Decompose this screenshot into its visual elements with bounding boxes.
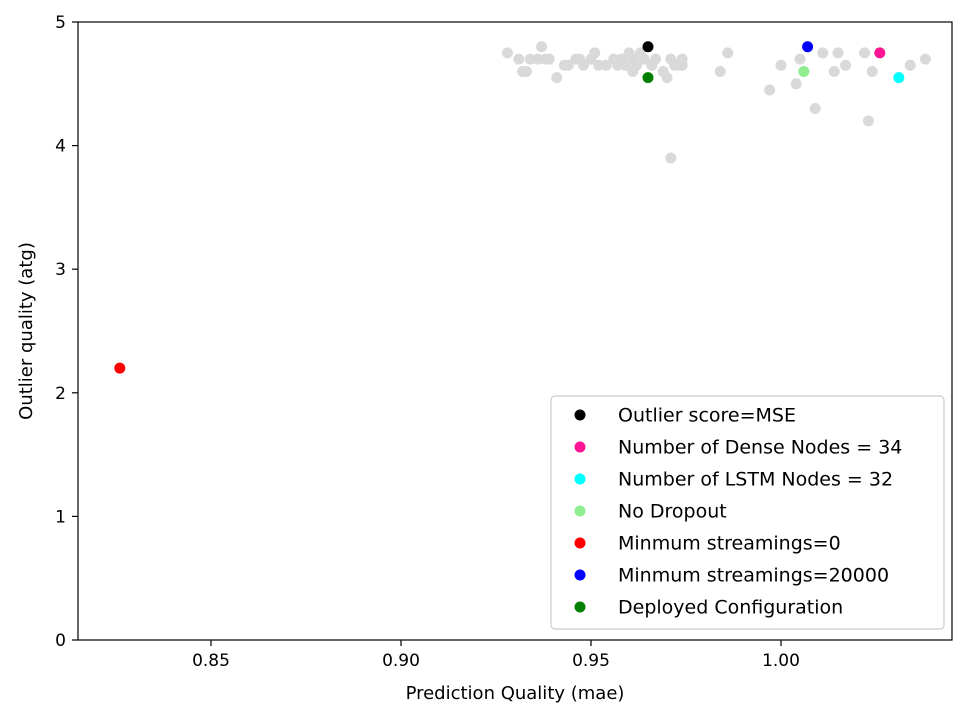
legend-marker	[574, 601, 586, 613]
series-point-0	[642, 41, 654, 53]
background-point	[520, 65, 532, 77]
series-point-2	[893, 72, 905, 84]
background-point	[551, 72, 563, 84]
series-point-5	[802, 41, 814, 53]
background-point	[562, 59, 574, 71]
legend-box	[550, 395, 945, 630]
background-point	[543, 53, 555, 65]
x-tick-label: 0.90	[382, 651, 420, 671]
series-point-1	[874, 47, 886, 59]
x-axis-title: Prediction Quality (mae)	[406, 683, 625, 704]
y-tick-label: 2	[55, 384, 66, 404]
axes-frame	[77, 21, 953, 641]
background-point	[638, 53, 650, 65]
y-tick-label: 5	[55, 13, 66, 33]
background-point	[650, 53, 662, 65]
background-point	[817, 47, 829, 59]
series-point-3	[798, 65, 810, 77]
background-point	[775, 59, 787, 71]
legend-label: Number of LSTM Nodes = 32	[618, 469, 893, 491]
legend-marker	[574, 569, 586, 581]
x-tick-label: 1.00	[762, 651, 800, 671]
y-tick-label: 4	[55, 137, 66, 157]
legend-label: Minmum streamings=0	[618, 533, 841, 555]
legend: Outlier score=MSE Number of Dense Nodes =…	[550, 395, 945, 630]
background-point	[589, 47, 601, 59]
background-point	[532, 53, 544, 65]
background-point	[676, 59, 688, 71]
legend-label: Minmum streamings=20000	[618, 565, 889, 587]
background-point	[631, 59, 643, 71]
plot-area	[114, 41, 931, 374]
background-point	[524, 53, 536, 65]
background-point	[577, 59, 589, 71]
legend-label: Deployed Configuration	[618, 597, 843, 619]
background-point	[866, 65, 878, 77]
x-tick-label: 0.85	[192, 651, 230, 671]
legend-marker	[574, 505, 586, 517]
background-point	[501, 47, 513, 59]
legend-label: Number of Dense Nodes = 34	[618, 437, 902, 459]
background-point	[919, 53, 931, 65]
background-point	[832, 47, 844, 59]
x-tick-label: 0.95	[572, 651, 610, 671]
legend-marker	[574, 409, 586, 421]
y-tick-label: 1	[55, 507, 66, 527]
axes: 0.85 0.90 0.95 1.00 0 1 2 3 4 5	[55, 13, 953, 671]
background-point	[862, 115, 874, 127]
background-point	[665, 152, 677, 164]
background-point	[840, 59, 852, 71]
background-point	[809, 103, 821, 115]
background-point	[714, 65, 726, 77]
background-point	[536, 41, 548, 53]
legend-marker	[574, 441, 586, 453]
legend-label: No Dropout	[618, 501, 727, 523]
y-tick-label: 3	[55, 260, 66, 280]
y-axis-title: Outlier quality (atg)	[16, 242, 37, 420]
background-point	[619, 59, 631, 71]
background-point	[513, 53, 525, 65]
y-tick-label: 0	[55, 631, 66, 651]
series-point-4	[114, 362, 126, 374]
background-point	[790, 78, 802, 90]
background-point	[794, 53, 806, 65]
background-point	[661, 72, 673, 84]
background-point	[904, 59, 916, 71]
background-point	[859, 47, 871, 59]
background-point	[593, 59, 605, 71]
background-point	[722, 47, 734, 59]
background-point	[828, 65, 840, 77]
background-point	[764, 84, 776, 96]
legend-label: Outlier score=MSE	[618, 405, 796, 427]
legend-marker	[574, 473, 586, 485]
background-point	[600, 59, 612, 71]
series-point-6	[642, 72, 654, 84]
legend-marker	[574, 537, 586, 549]
